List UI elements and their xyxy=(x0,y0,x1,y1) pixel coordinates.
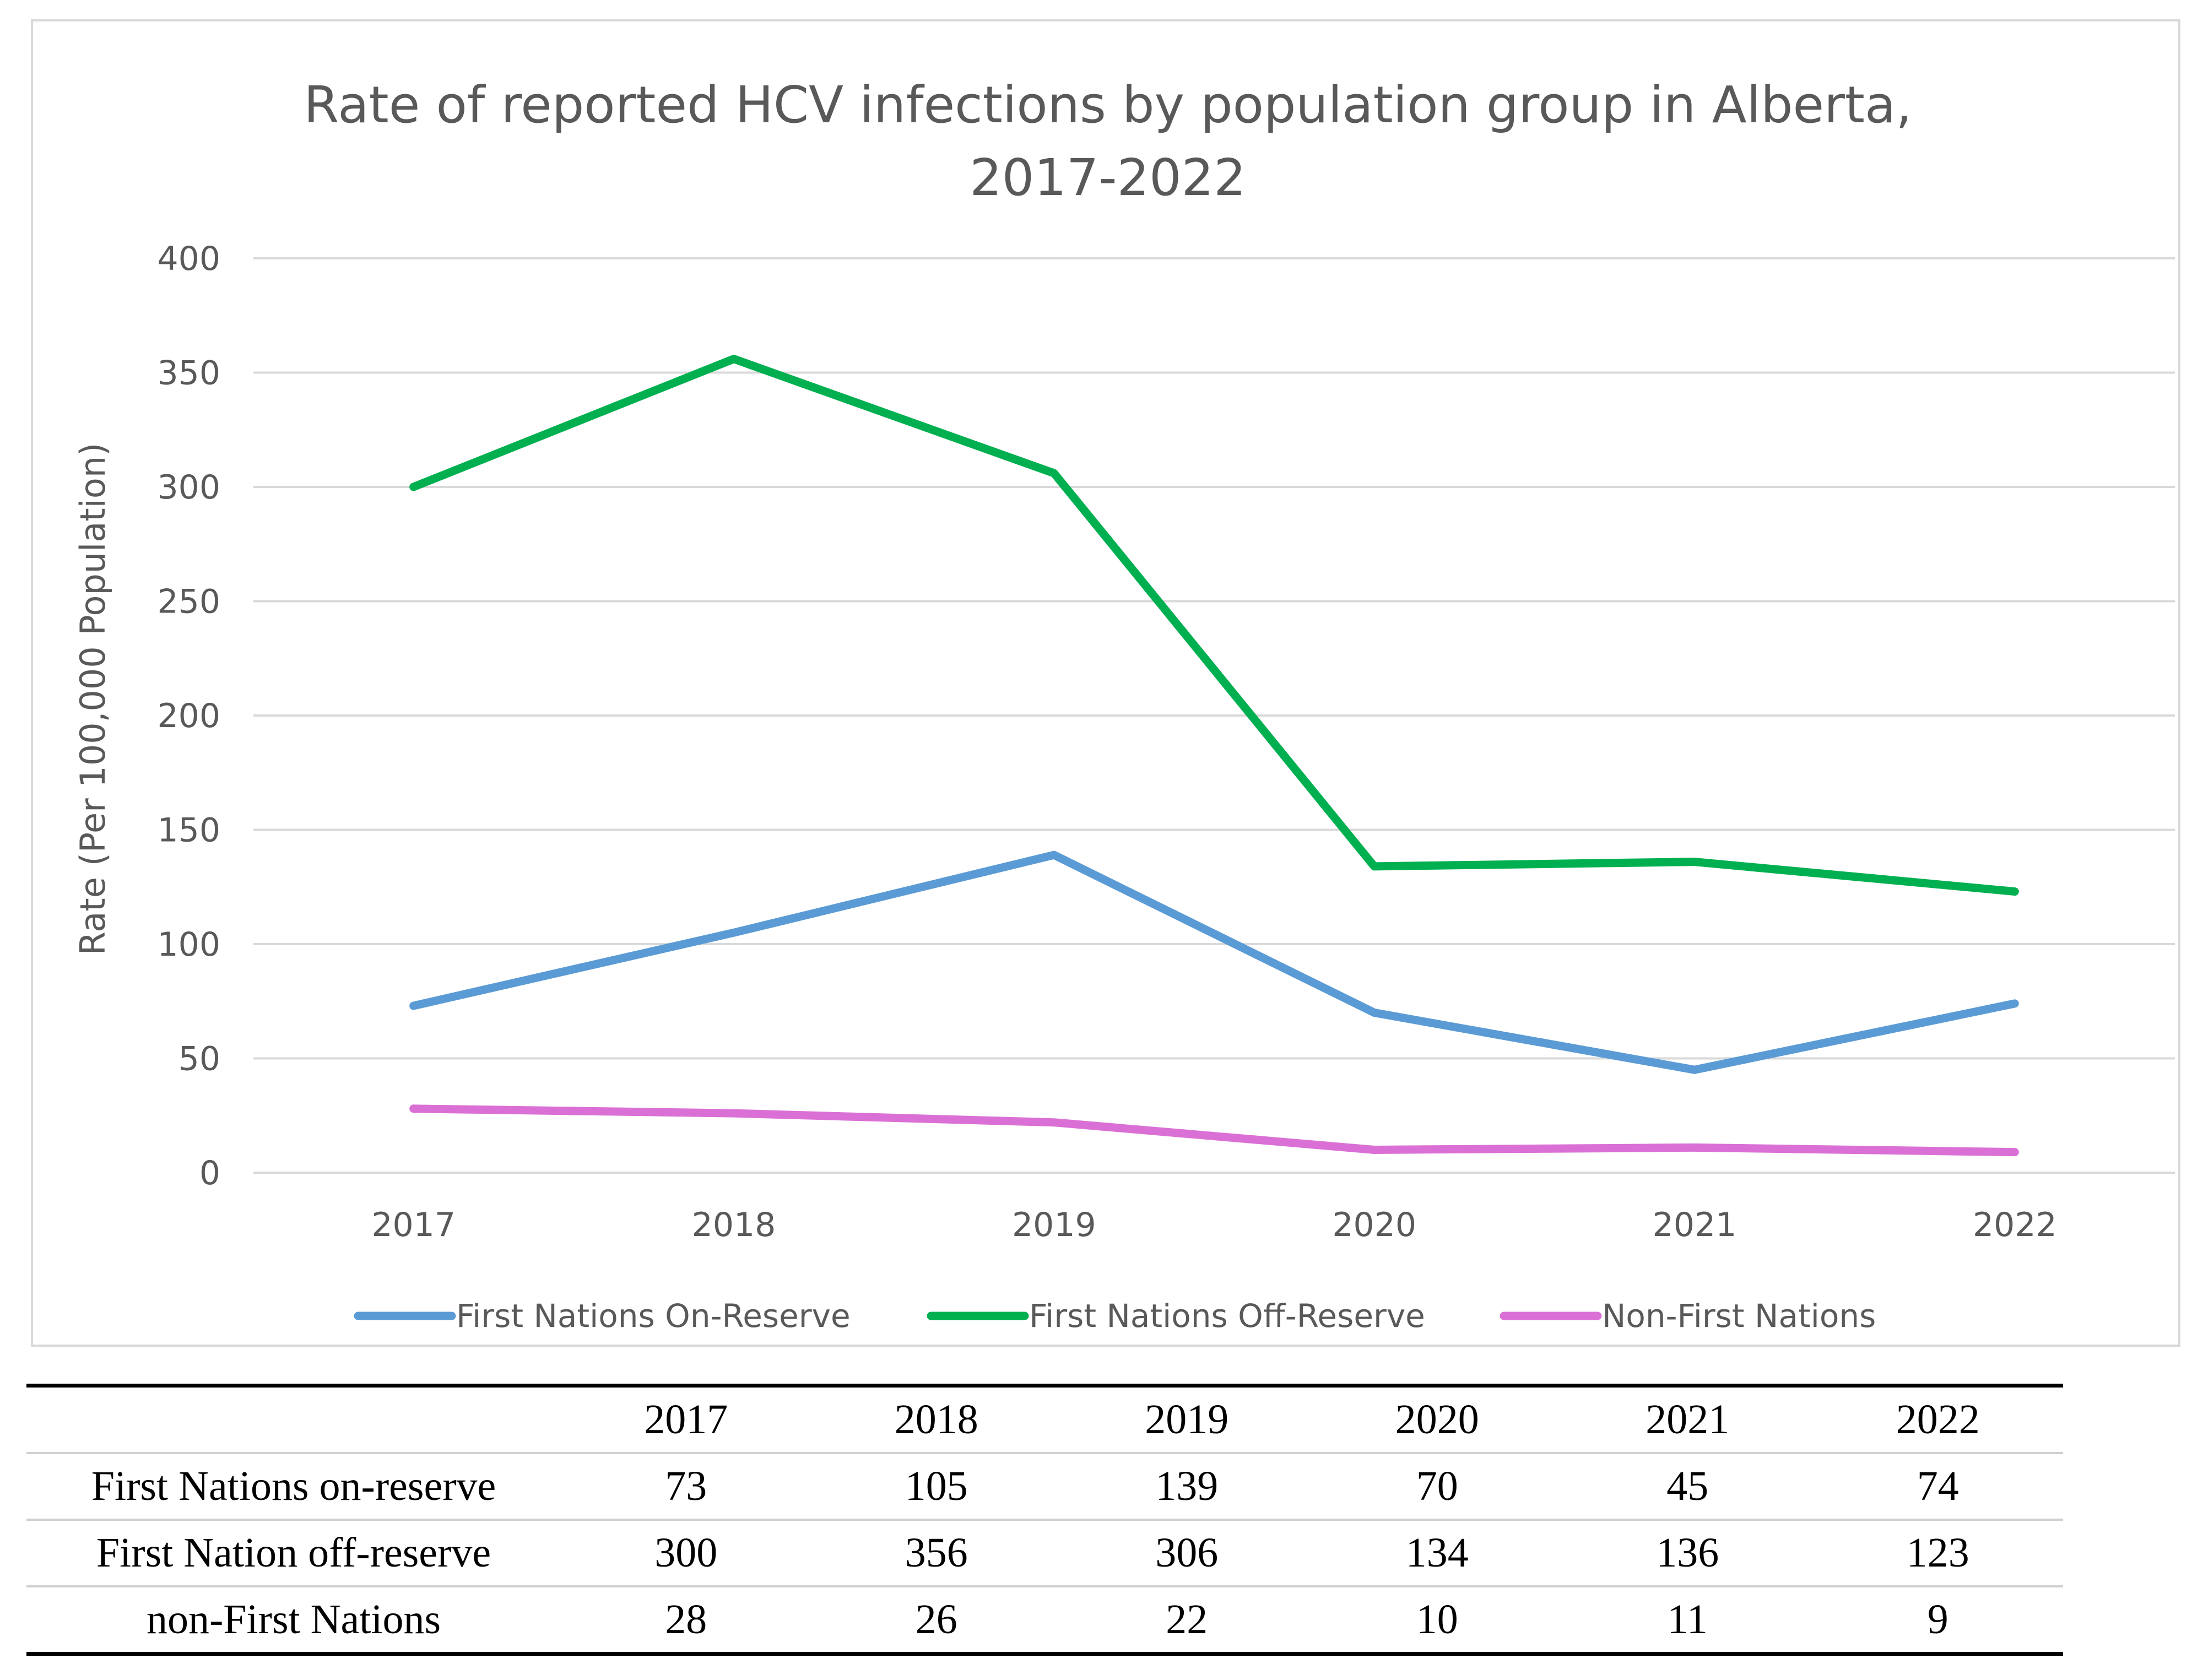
x-tick-label: 2017 xyxy=(371,1206,456,1244)
table-header-cell: 2019 xyxy=(1062,1385,1312,1454)
table-cell: 74 xyxy=(1812,1453,2063,1521)
legend-label: Non-First Nations xyxy=(1602,1297,1876,1335)
y-tick-label: 300 xyxy=(157,468,220,507)
table-row: First Nations on-reserve 73 105 139 70 4… xyxy=(26,1453,2063,1521)
table-row: First Nation off-reserve 300 356 306 134… xyxy=(26,1520,2063,1587)
table-cell: 306 xyxy=(1062,1520,1312,1587)
table-row: non-First Nations 28 26 22 10 11 9 xyxy=(26,1586,2063,1654)
chart-title-line-2: 2017-2022 xyxy=(970,148,1246,207)
y-tick-label: 100 xyxy=(157,925,220,964)
x-tick-label: 2022 xyxy=(1973,1206,2057,1244)
x-tick-label: 2018 xyxy=(692,1206,776,1244)
legend: First Nations On-Reserve First Nations Of… xyxy=(354,1297,1876,1335)
series-line xyxy=(409,850,2019,1074)
y-tick-label: 250 xyxy=(157,583,220,621)
table-header-cell: 2022 xyxy=(1812,1385,2063,1454)
y-tick-label: 200 xyxy=(157,697,220,735)
table-header-cell: 2017 xyxy=(561,1385,811,1454)
gridlines xyxy=(253,257,2175,1174)
table-cell: 9 xyxy=(1927,1596,1948,1643)
table-cell: 73 xyxy=(561,1453,811,1521)
table-header-cell xyxy=(26,1385,561,1454)
x-tick-label: 2020 xyxy=(1332,1206,1416,1244)
table-cell: 11 xyxy=(1667,1596,1708,1643)
table-row-label: non-First Nations xyxy=(146,1596,441,1643)
chart-frame: Rate of reported HCV infections by popul… xyxy=(31,19,2180,1347)
table-cell: 26 xyxy=(915,1596,957,1643)
y-tick-label: 50 xyxy=(178,1040,220,1079)
table-cell: 300 xyxy=(561,1520,811,1587)
table-row-label: First Nations on-reserve xyxy=(26,1453,561,1521)
table-cell: 136 xyxy=(1562,1520,1813,1587)
table-cell: 10 xyxy=(1416,1596,1458,1643)
table-cell: 139 xyxy=(1062,1453,1312,1521)
chart-title-line-1: Rate of reported HCV infections by popul… xyxy=(304,75,1912,134)
y-axis-label: Rate (Per 100,000 Population) xyxy=(73,443,113,956)
series-line xyxy=(409,355,2019,896)
table-header-cell: 2018 xyxy=(811,1385,1062,1454)
x-tick-label: 2021 xyxy=(1653,1206,1737,1244)
legend-label: First Nations On-Reserve xyxy=(456,1297,851,1335)
y-tick-label: 400 xyxy=(157,240,220,278)
y-tick-label: 350 xyxy=(157,354,220,393)
table-header-cell: 2020 xyxy=(1312,1385,1562,1454)
x-axis-ticks: 2017 2018 2019 2020 2021 2022 xyxy=(371,1206,2056,1244)
series-lines xyxy=(409,355,2019,1157)
y-tick-label: 0 xyxy=(199,1154,220,1193)
data-table: 2017 2018 2019 2020 2021 2022 First Nati… xyxy=(26,1384,2063,1656)
table-cell: 45 xyxy=(1562,1453,1813,1521)
series-line xyxy=(409,1104,2019,1157)
table-cell: 356 xyxy=(811,1520,1062,1587)
table-cell: 134 xyxy=(1312,1520,1562,1587)
table-row-label: First Nation off-reserve xyxy=(26,1520,561,1587)
y-axis-ticks: 0 50 100 150 200 250 300 350 400 xyxy=(157,240,220,1193)
x-tick-label: 2019 xyxy=(1012,1206,1096,1244)
line-chart: Rate of reported HCV infections by popul… xyxy=(73,75,2175,1335)
table-cell: 22 xyxy=(1166,1596,1208,1643)
table-cell: 70 xyxy=(1312,1453,1562,1521)
table-cell: 123 xyxy=(1812,1520,2063,1587)
chart-title: Rate of reported HCV infections by popul… xyxy=(304,75,1912,207)
table-cell: 28 xyxy=(665,1596,707,1643)
table-header-row: 2017 2018 2019 2020 2021 2022 xyxy=(26,1385,2063,1454)
legend-label: First Nations Off-Reserve xyxy=(1029,1297,1425,1335)
y-tick-label: 150 xyxy=(157,811,220,850)
table-cell: 105 xyxy=(811,1453,1062,1521)
table-header-cell: 2021 xyxy=(1562,1385,1813,1454)
